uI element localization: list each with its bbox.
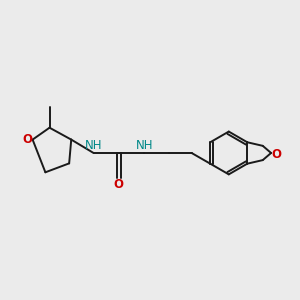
Text: O: O bbox=[272, 148, 281, 161]
Text: O: O bbox=[114, 178, 124, 191]
Text: NH: NH bbox=[85, 139, 103, 152]
Text: NH: NH bbox=[136, 139, 153, 152]
Text: O: O bbox=[23, 133, 33, 146]
